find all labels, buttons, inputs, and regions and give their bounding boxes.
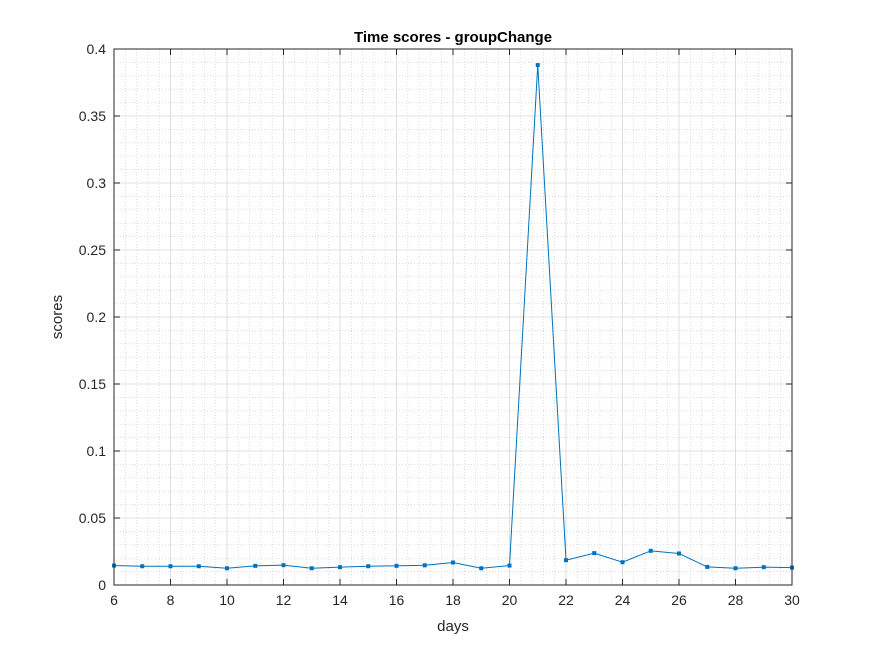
data-point xyxy=(338,565,342,570)
x-tick-label: 10 xyxy=(219,592,235,608)
x-tick-label: 8 xyxy=(167,592,175,608)
data-point xyxy=(451,560,455,565)
data-point xyxy=(422,563,427,568)
y-tick-label: 0.3 xyxy=(87,175,107,191)
data-point xyxy=(253,563,258,568)
x-axis-label: days xyxy=(437,618,469,635)
data-point xyxy=(677,551,681,556)
y-axis-label: scores xyxy=(49,295,66,339)
data-point xyxy=(761,565,766,570)
x-tick-label: 24 xyxy=(615,592,631,608)
data-point xyxy=(535,63,540,68)
x-tick-label: 20 xyxy=(502,592,518,608)
data-point xyxy=(592,551,597,556)
data-point xyxy=(620,560,625,565)
y-tick-label: 0.35 xyxy=(79,108,106,124)
y-tick-labels: 0 0.05 0.1 0.15 0.2 0.25 0.3 0.35 0.4 xyxy=(79,41,106,593)
x-tick-label: 30 xyxy=(784,592,800,608)
data-point xyxy=(196,564,201,569)
chart-title: Time scores - groupChange xyxy=(354,29,552,46)
y-tick-label: 0.15 xyxy=(79,376,106,392)
data-point xyxy=(705,564,710,569)
major-grid xyxy=(113,48,793,586)
x-tick-label: 22 xyxy=(558,592,574,608)
data-point xyxy=(564,558,568,563)
data-point xyxy=(648,548,653,553)
x-tick-label: 28 xyxy=(728,592,744,608)
y-tick-label: 0.1 xyxy=(87,443,107,459)
x-tick-label: 16 xyxy=(389,592,405,608)
data-point xyxy=(281,563,286,568)
x-tick-label: 6 xyxy=(110,592,118,608)
data-point xyxy=(140,564,145,569)
y-tick-label: 0 xyxy=(98,577,106,593)
data-point xyxy=(479,566,484,571)
data-point xyxy=(225,566,229,571)
data-point xyxy=(366,564,371,569)
plot-box xyxy=(113,48,793,586)
x-tick-label: 14 xyxy=(332,592,348,608)
y-tick-label: 0.4 xyxy=(87,41,107,57)
data-point xyxy=(733,566,738,571)
data-point xyxy=(309,566,314,571)
data-point xyxy=(168,564,173,569)
y-tick-label: 0.2 xyxy=(87,309,107,325)
x-tick-label: 26 xyxy=(671,592,687,608)
y-tick-label: 0.05 xyxy=(79,510,106,526)
x-tick-labels: 6 8 10 12 14 16 18 20 22 24 26 28 30 xyxy=(110,592,800,608)
data-point xyxy=(507,563,512,568)
x-tick-label: 18 xyxy=(445,592,461,608)
data-point xyxy=(394,563,399,568)
x-tick-label: 12 xyxy=(276,592,292,608)
y-tick-label: 0.25 xyxy=(79,242,106,258)
